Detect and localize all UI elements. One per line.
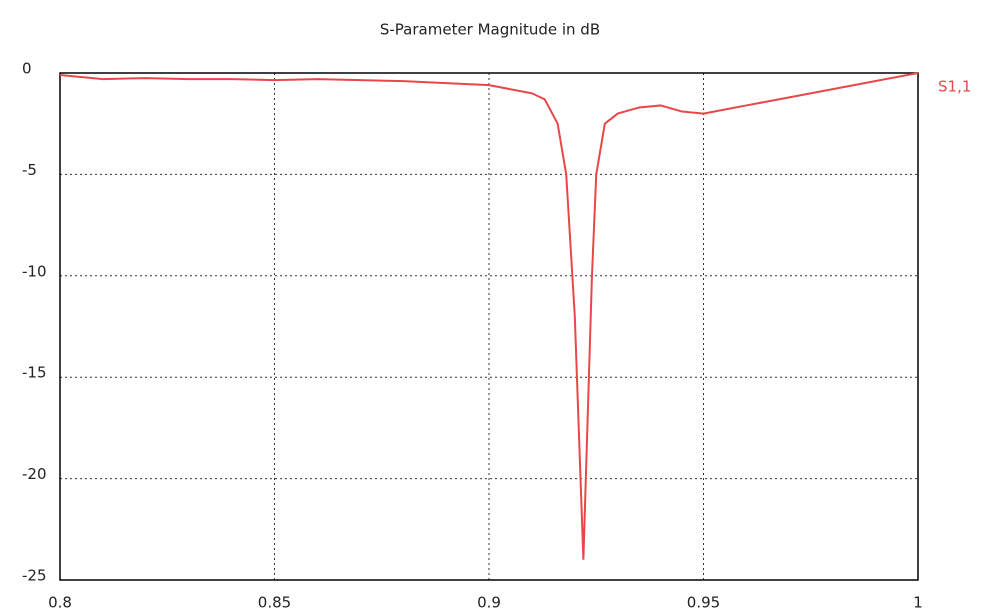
y-tick-label: -15 <box>22 364 47 382</box>
x-tick-label: 0.95 <box>687 594 720 612</box>
x-tick-label: 1 <box>913 594 923 612</box>
legend-label: S1,1 <box>938 78 971 96</box>
chart-title: S-Parameter Magnitude in dB <box>380 21 600 39</box>
y-tick-label: 0 <box>22 60 32 78</box>
y-tick-label: -10 <box>22 262 47 280</box>
y-tick-label: -20 <box>22 465 47 483</box>
y-tick-label: -25 <box>22 567 47 585</box>
line-series <box>59 72 919 560</box>
x-tick-label: 0.8 <box>48 594 72 612</box>
plot-frame <box>59 72 919 581</box>
x-tick-label: 0.85 <box>258 594 291 612</box>
y-tick-label: -5 <box>22 161 37 179</box>
x-tick-label: 0.9 <box>477 594 501 612</box>
